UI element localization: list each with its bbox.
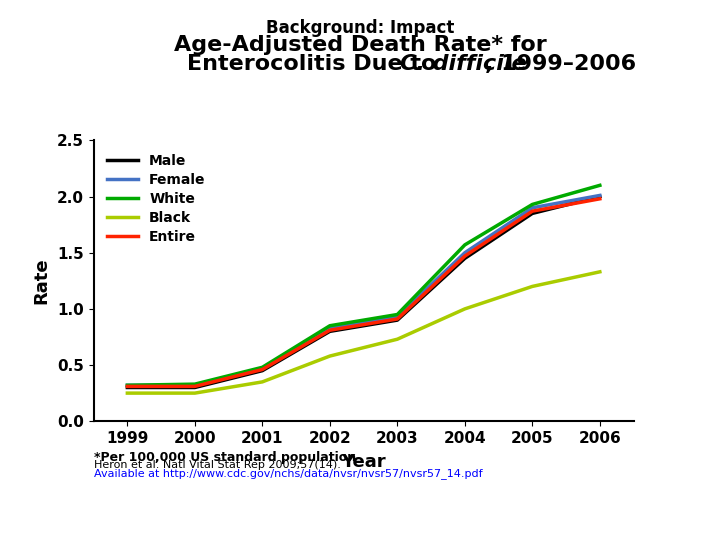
White [528,201,536,208]
Line: White: White [127,185,600,385]
Text: Age-Adjusted Death Rate* for: Age-Adjusted Death Rate* for [174,35,546,55]
Black [191,390,199,396]
Female [461,249,469,256]
Black [528,283,536,289]
Black [258,379,266,385]
Black [123,390,132,396]
Male [393,317,402,323]
Entire [325,327,334,334]
White [258,364,266,370]
Entire [191,383,199,390]
Text: , 1999–2006: , 1999–2006 [485,54,636,74]
Male [258,367,266,374]
Male [123,384,132,391]
Black [393,336,402,342]
White [325,322,334,329]
Black [461,306,469,312]
Entire [595,195,604,202]
Text: Available at http://www.cdc.gov/nchs/data/nvsr/nvsr57/nvsr57_14.pdf: Available at http://www.cdc.gov/nchs/dat… [94,468,482,479]
Entire [461,253,469,259]
Female [595,192,604,199]
White [393,311,402,318]
Black [595,268,604,275]
Entire [528,208,536,214]
Text: Enterocolitis Due to: Enterocolitis Due to [187,54,444,74]
Male [325,328,334,335]
Male [191,384,199,391]
Male [461,255,469,261]
Female [325,325,334,331]
X-axis label: Year: Year [341,453,386,471]
Female [528,205,536,211]
Male [528,210,536,217]
Text: C. difficile: C. difficile [400,54,526,74]
Text: SAFER • HEALTHIER • PEOPLE™: SAFER • HEALTHIER • PEOPLE™ [188,506,532,525]
White [595,182,604,188]
Entire [258,366,266,373]
Entire [123,383,132,390]
Female [191,382,199,388]
Line: Black: Black [127,272,600,393]
Male [595,193,604,200]
White [123,382,132,388]
Line: Female: Female [127,195,600,385]
Female [258,365,266,372]
White [191,381,199,387]
Text: Heron et al. Natl Vital Stat Rep 2009;57(14).: Heron et al. Natl Vital Stat Rep 2009;57… [94,460,341,470]
Line: Male: Male [127,197,600,388]
Line: Entire: Entire [127,199,600,387]
Black [325,353,334,359]
Y-axis label: Rate: Rate [32,258,50,304]
Text: Background: Impact: Background: Impact [266,19,454,37]
White [461,241,469,248]
Entire [393,316,402,322]
Female [393,314,402,320]
Legend: Male, Female, White, Black, Entire: Male, Female, White, Black, Entire [101,147,212,251]
Female [123,382,132,388]
Text: *Per 100,000 US standard population: *Per 100,000 US standard population [94,451,356,464]
